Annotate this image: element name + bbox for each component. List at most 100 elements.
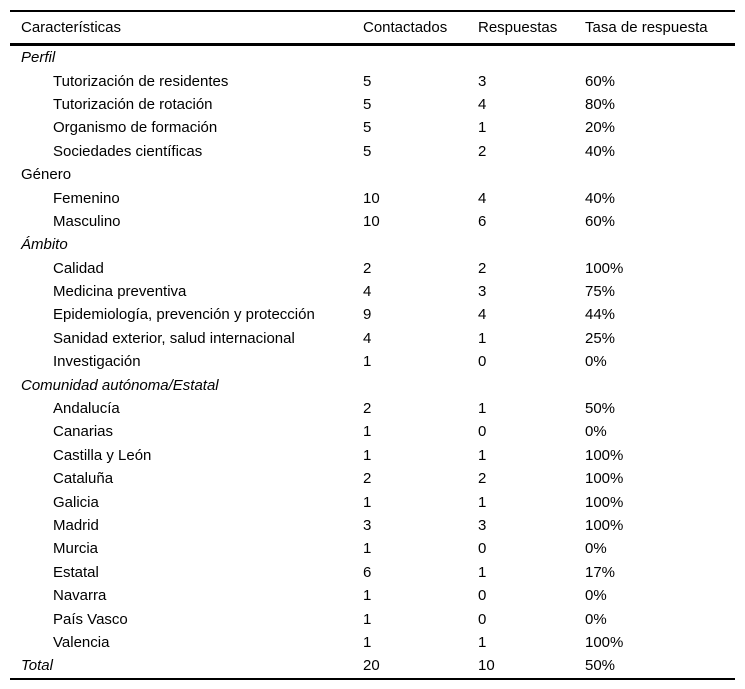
row-label: Galicia bbox=[53, 493, 99, 511]
tasa-value: 0% bbox=[585, 587, 607, 605]
table-row: Madrid 3 3 100% bbox=[10, 514, 735, 537]
row-label: Andalucía bbox=[53, 400, 120, 418]
total-row: Total 20 10 50% bbox=[10, 654, 735, 678]
tasa-value: 100% bbox=[585, 517, 624, 534]
contactados-value: 20 bbox=[363, 657, 380, 675]
contactados-value bbox=[363, 163, 478, 186]
table-row: País Vasco 1 0 0% bbox=[10, 607, 735, 630]
respuestas-value: 1 bbox=[478, 493, 487, 511]
contactados-value: 1 bbox=[363, 633, 372, 651]
contactados-value: 1 bbox=[363, 353, 372, 371]
col-header-tasa: Tasa de respuesta bbox=[585, 19, 708, 36]
row-label: Femenino bbox=[53, 189, 120, 207]
tasa-value: 100% bbox=[585, 493, 624, 511]
tasa-value: 40% bbox=[585, 189, 616, 207]
contactados-value: 1 bbox=[363, 493, 372, 511]
tasa-value: 40% bbox=[585, 142, 616, 160]
tasa-value: 50% bbox=[585, 657, 616, 675]
table-row: Organismo de formación 5 1 20% bbox=[10, 116, 735, 139]
respuestas-value: 6 bbox=[478, 212, 487, 230]
row-label: Murcia bbox=[53, 540, 99, 558]
response-rate-table-container: Características Contactados Respuestas T… bbox=[10, 10, 735, 680]
contactados-value: 2 bbox=[363, 470, 372, 488]
respuestas-value: 2 bbox=[478, 259, 487, 277]
tasa-value: 17% bbox=[585, 563, 616, 581]
contactados-value bbox=[363, 45, 478, 70]
table-row: Calidad 2 2 100% bbox=[10, 257, 735, 280]
tasa-value: 100% bbox=[585, 470, 624, 488]
row-label: Sanidad exterior, salud internacional bbox=[53, 329, 295, 347]
tasa-value bbox=[585, 233, 735, 256]
row-label: Tutorización de residentes bbox=[53, 72, 229, 90]
respuestas-value bbox=[478, 45, 585, 70]
section-row: Género bbox=[10, 163, 735, 186]
respuestas-value: 3 bbox=[478, 283, 487, 301]
respuestas-value bbox=[478, 373, 585, 396]
respuestas-value: 0 bbox=[478, 540, 487, 558]
table-row: Andalucía 2 1 50% bbox=[10, 397, 735, 420]
table-row: Cataluña 2 2 100% bbox=[10, 467, 735, 490]
contactados-value: 1 bbox=[363, 587, 372, 605]
table-row: Investigación 1 0 0% bbox=[10, 350, 735, 373]
tasa-value: 60% bbox=[585, 72, 616, 90]
table-row: Tutorización de rotación 5 4 80% bbox=[10, 93, 735, 116]
row-label: Masculino bbox=[53, 212, 121, 230]
tasa-value: 100% bbox=[585, 446, 624, 464]
col-header-respuestas: Respuestas bbox=[478, 19, 558, 36]
row-label: Valencia bbox=[53, 633, 110, 651]
respuestas-value: 2 bbox=[478, 142, 487, 160]
respuestas-value: 1 bbox=[478, 563, 487, 581]
contactados-value: 5 bbox=[363, 119, 372, 137]
row-label: Comunidad autónoma/Estatal bbox=[21, 376, 219, 394]
table-row: Canarias 1 0 0% bbox=[10, 420, 735, 443]
contactados-value: 6 bbox=[363, 563, 372, 581]
contactados-value: 2 bbox=[363, 259, 372, 277]
table-row: Tutorización de residentes 5 3 60% bbox=[10, 69, 735, 92]
respuestas-value: 2 bbox=[478, 470, 487, 488]
contactados-value: 4 bbox=[363, 283, 372, 301]
table-row: Sociedades científicas 5 2 40% bbox=[10, 140, 735, 163]
contactados-value: 10 bbox=[363, 189, 380, 207]
respuestas-value bbox=[478, 233, 585, 256]
row-label: Sociedades científicas bbox=[53, 142, 203, 160]
respuestas-value: 1 bbox=[478, 329, 487, 347]
table-row: Estatal 6 1 17% bbox=[10, 561, 735, 584]
contactados-value: 1 bbox=[363, 540, 372, 558]
respuestas-value: 4 bbox=[478, 95, 487, 113]
table-row: Valencia 1 1 100% bbox=[10, 631, 735, 654]
row-label: Medicina preventiva bbox=[53, 283, 187, 301]
row-label: Cataluña bbox=[53, 470, 114, 488]
table-row: Murcia 1 0 0% bbox=[10, 537, 735, 560]
table-row: Medicina preventiva 4 3 75% bbox=[10, 280, 735, 303]
row-label: Organismo de formación bbox=[53, 119, 218, 137]
contactados-value: 1 bbox=[363, 610, 372, 628]
tasa-value bbox=[585, 163, 735, 186]
tasa-value: 100% bbox=[585, 259, 624, 277]
contactados-value: 5 bbox=[363, 95, 372, 113]
tasa-value: 50% bbox=[585, 400, 616, 418]
row-label: Calidad bbox=[53, 259, 104, 277]
contactados-value: 1 bbox=[363, 423, 372, 441]
respuestas-value bbox=[478, 163, 585, 186]
table-row: Castilla y León 1 1 100% bbox=[10, 444, 735, 467]
contactados-value: 9 bbox=[363, 306, 372, 324]
response-rate-table: Características Contactados Respuestas T… bbox=[10, 10, 735, 680]
contactados-value: 3 bbox=[363, 517, 372, 534]
contactados-value: 2 bbox=[363, 400, 372, 418]
row-label: Total bbox=[21, 657, 53, 675]
contactados-value: 10 bbox=[363, 212, 380, 230]
row-label: Canarias bbox=[53, 423, 114, 441]
row-label: Ámbito bbox=[21, 236, 68, 254]
row-label: Navarra bbox=[53, 587, 107, 605]
tasa-value: 100% bbox=[585, 633, 624, 651]
tasa-value bbox=[585, 373, 735, 396]
table-row: Epidemiología, prevención y protección 9 4… bbox=[10, 303, 735, 326]
tasa-value: 60% bbox=[585, 212, 616, 230]
tasa-value: 75% bbox=[585, 283, 616, 301]
table-row: Sanidad exterior, salud internacional 4 1 2… bbox=[10, 327, 735, 350]
col-header-caracteristicas: Características bbox=[21, 19, 122, 36]
section-row: Ámbito bbox=[10, 233, 735, 256]
respuestas-value: 0 bbox=[478, 423, 487, 441]
row-label: Castilla y León bbox=[53, 446, 152, 464]
respuestas-value: 0 bbox=[478, 610, 487, 628]
